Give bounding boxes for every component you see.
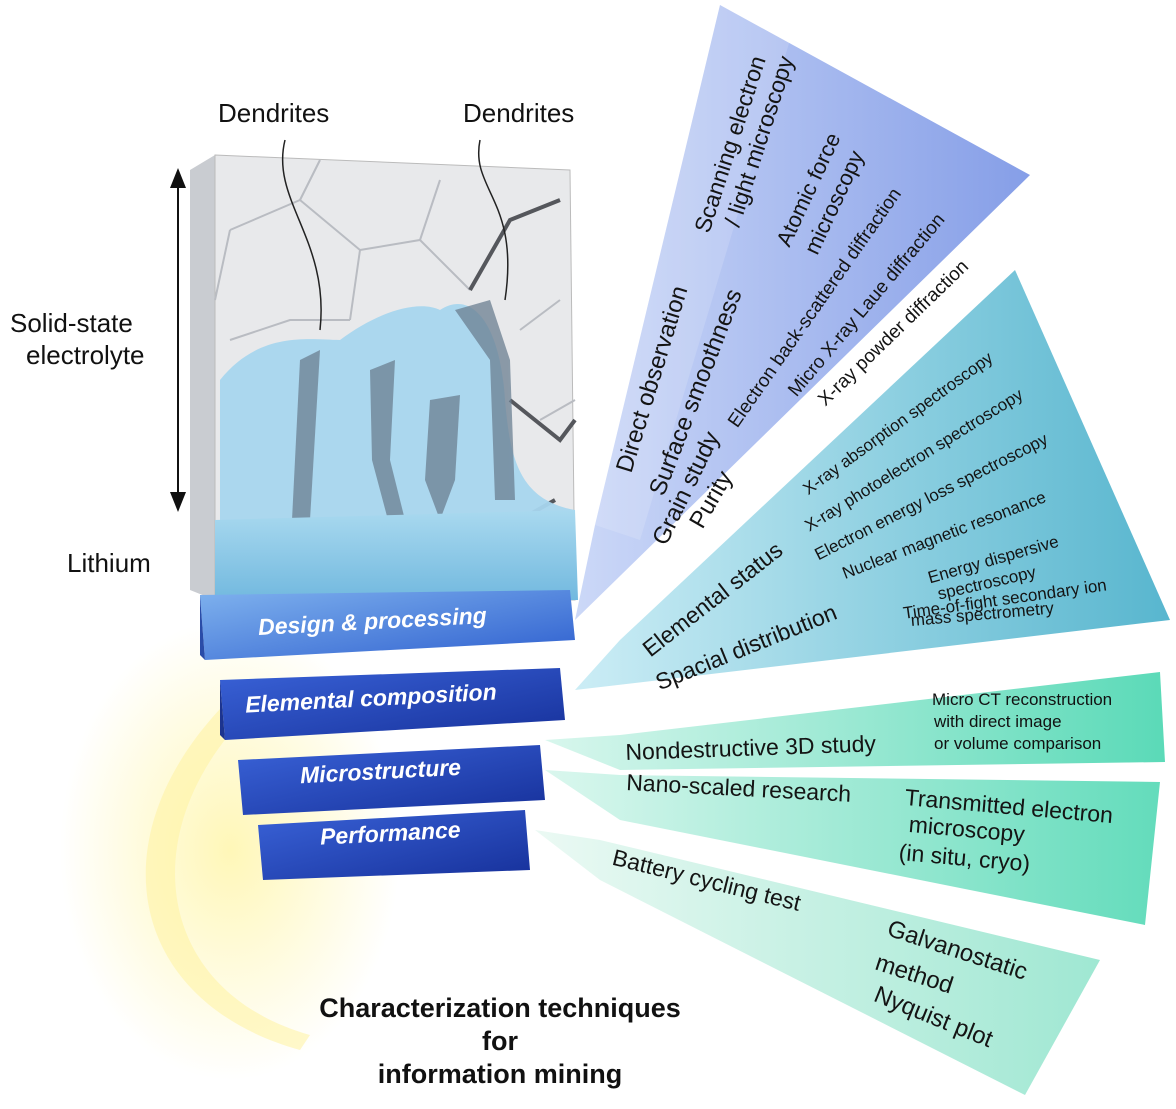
micro-outer-1: with direct image bbox=[934, 712, 1062, 731]
layer-elemental-slab bbox=[220, 668, 565, 740]
fan-micro-wedge-2 bbox=[545, 770, 1160, 925]
fan-elemental-wedge bbox=[575, 270, 1170, 690]
fan-performance-wedge bbox=[535, 830, 1100, 1095]
thickness-arrow-bottom bbox=[170, 492, 186, 512]
fan-design-wedge bbox=[575, 5, 1030, 620]
fan-design-inner bbox=[595, 5, 790, 540]
glow-arc-band bbox=[145, 680, 310, 1050]
layer-design-slab bbox=[200, 590, 575, 660]
micro-outer-0: Micro CT reconstruction bbox=[932, 690, 1113, 709]
layer-micro-slab bbox=[238, 745, 545, 815]
dendrite-shafts bbox=[292, 300, 515, 520]
fan-micro-wedge-1 bbox=[545, 672, 1165, 770]
lithium-base bbox=[215, 510, 578, 605]
micro-outer-2: or volume comparison bbox=[934, 734, 1102, 753]
layer-performance-slab bbox=[258, 810, 530, 880]
dendrite-pointer-right bbox=[478, 139, 509, 301]
dendrite-pointer-left bbox=[281, 139, 322, 331]
caption-line3: information mining bbox=[377, 1059, 623, 1089]
electrolyte-label-line1: Solid-state bbox=[10, 308, 133, 338]
lithium-label: Lithium bbox=[67, 548, 151, 578]
caption-line2: for bbox=[482, 1026, 518, 1056]
caption: Characterization techniques for informat… bbox=[240, 992, 760, 1091]
grain-boundaries bbox=[214, 159, 576, 421]
dendrites-right-label: Dendrites bbox=[463, 98, 575, 128]
thickness-arrow-top bbox=[170, 168, 186, 188]
glow-arc bbox=[60, 620, 400, 1080]
electrolyte-side bbox=[190, 155, 215, 600]
layer-stack bbox=[200, 590, 575, 880]
electrolyte-label-line2: electrolyte bbox=[26, 340, 145, 370]
dendrites-left-label: Dendrites bbox=[218, 98, 330, 128]
caption-line1: Characterization techniques bbox=[319, 993, 681, 1023]
